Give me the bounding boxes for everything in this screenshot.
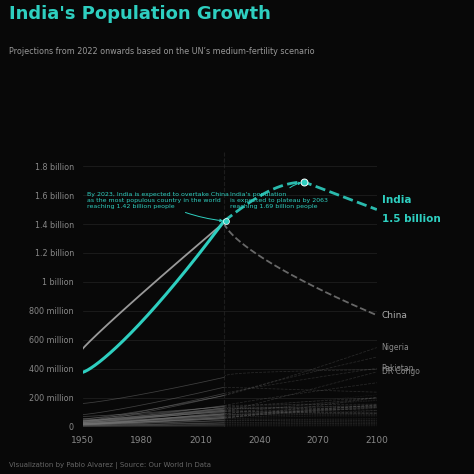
Text: 1.5 billion: 1.5 billion xyxy=(382,214,440,224)
Text: India: India xyxy=(382,195,411,205)
Text: Nigeria: Nigeria xyxy=(382,343,410,352)
Text: DR Congo: DR Congo xyxy=(382,367,419,376)
Text: By 2023, India is expected to overtake China
as the most populous country in the: By 2023, India is expected to overtake C… xyxy=(87,192,229,222)
Text: Projections from 2022 onwards based on the UN’s medium-fertility scenario: Projections from 2022 onwards based on t… xyxy=(9,47,315,56)
Text: India's population
is expected to plateau by 2063
reaching 1.69 billion people: India's population is expected to platea… xyxy=(230,182,328,209)
Point xyxy=(222,218,230,225)
Text: India's Population Growth: India's Population Growth xyxy=(9,5,271,23)
Text: Pakistan: Pakistan xyxy=(382,364,414,373)
Text: China: China xyxy=(382,310,408,319)
Point xyxy=(301,178,308,186)
Text: Visualization by Pablo Alvarez | Source: Our World In Data: Visualization by Pablo Alvarez | Source:… xyxy=(9,462,211,469)
